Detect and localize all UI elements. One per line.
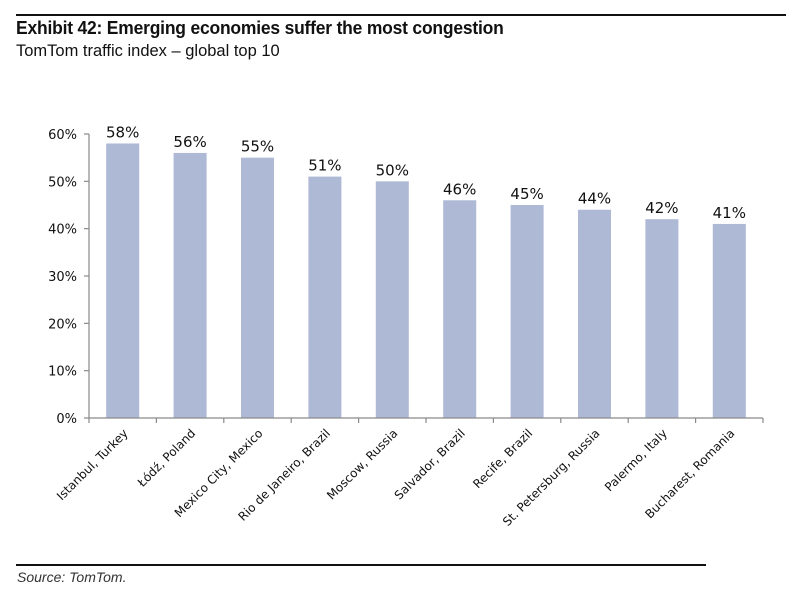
data-label: 50%	[376, 161, 409, 179]
y-tick-label: 20%	[48, 317, 77, 332]
bar	[308, 176, 342, 418]
y-tick-label: 30%	[48, 270, 77, 285]
data-label: 55%	[241, 138, 274, 156]
data-label: 41%	[713, 204, 746, 222]
category-label: Łódź, Poland	[134, 426, 198, 490]
bar	[712, 223, 746, 418]
bars: 58% 56% 55% 51% 50% 46% 45% 44% 42% 41%	[106, 123, 746, 418]
category-label: Moscow, Russia	[324, 426, 400, 502]
data-label: 42%	[645, 199, 678, 217]
source-note: Source: TomTom.	[17, 569, 127, 585]
bar	[375, 181, 409, 418]
bar	[240, 157, 275, 418]
chart-title: Exhibit 42: Emerging economies suffer th…	[16, 18, 504, 38]
bottom-rule	[16, 564, 706, 566]
category-label: Istanbul, Turkey	[54, 426, 131, 503]
top-rule	[16, 14, 786, 16]
y-tick-label: 60%	[48, 128, 77, 143]
bar	[443, 200, 477, 418]
chart-subtitle: TomTom traffic index – global top 10	[16, 41, 280, 60]
y-tick-label: 50%	[48, 175, 77, 190]
y-axis: 0% 10% 20% 30% 40% 50% 60%	[48, 128, 90, 427]
bar	[106, 143, 140, 418]
y-tick-label: 10%	[48, 365, 77, 380]
bar	[510, 205, 544, 418]
bar	[577, 209, 612, 418]
category-label: Salvador, Brazil	[392, 426, 468, 502]
y-tick-label: 0%	[56, 412, 77, 427]
data-label: 45%	[510, 185, 543, 203]
bar	[173, 152, 207, 418]
bar	[645, 219, 679, 418]
y-tick-label: 40%	[48, 223, 77, 238]
data-label: 46%	[443, 180, 476, 198]
data-label: 56%	[173, 133, 206, 151]
data-label: 44%	[578, 190, 611, 208]
data-label: 51%	[308, 157, 341, 175]
data-label: 58%	[106, 123, 139, 141]
category-label: Palermo, Italy	[602, 426, 670, 494]
category-label: Recife, Brazil	[470, 426, 535, 491]
